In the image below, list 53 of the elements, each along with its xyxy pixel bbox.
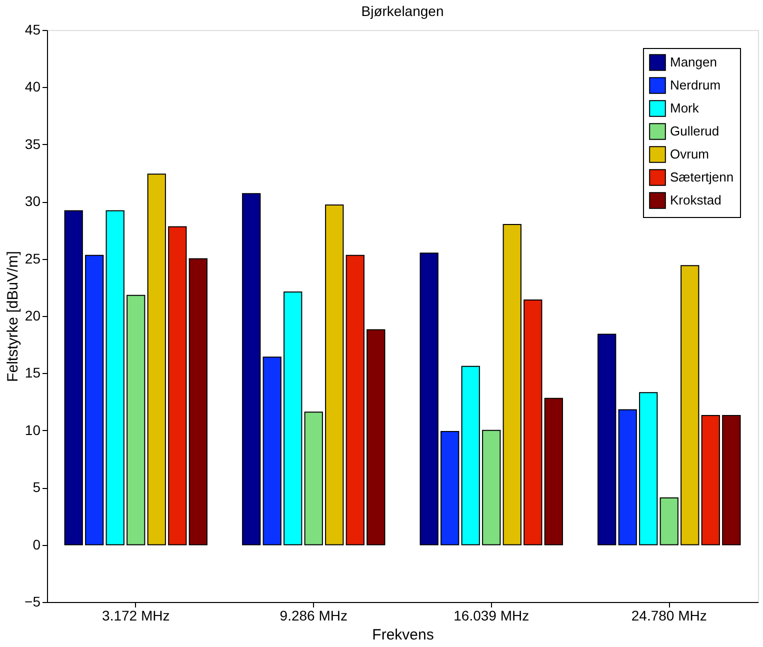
y-tick-label: 40 [24,78,41,95]
bar [106,210,124,546]
x-tick-label: 3.172 MHz [102,608,170,624]
y-tick-label: −5 [24,594,41,610]
bar [639,392,658,546]
bar [85,254,104,546]
y-tick-label: 45 [24,22,41,38]
legend-label: Nerdrum [670,78,721,92]
bar [502,224,522,546]
bar [440,431,460,546]
y-tick-label: 30 [24,193,41,210]
chart-title: Bjørkelangen [361,3,444,19]
bar [701,415,720,546]
bar [168,226,187,546]
x-axis-title: Frekvens [372,626,434,644]
legend-label: Sætertjenn [670,170,734,184]
bar [242,193,261,546]
bar [618,409,637,546]
bar [346,254,364,546]
bar [366,329,386,546]
y-tick-label: 0 [32,536,41,552]
bar [461,366,480,546]
bar [598,334,616,546]
y-axis-title: Feltstyrke [dBuV/m] [4,251,22,382]
legend-label: Ovrum [670,146,709,162]
x-tick-label: 24.780 MHz [631,608,707,624]
y-tick-label: 10 [24,422,41,438]
bar [188,258,208,546]
y-tick-label: 35 [24,136,41,152]
x-tick-label: 9.286 MHz [280,608,348,624]
bar [722,415,741,546]
bar [147,174,166,546]
bar [660,497,678,546]
x-tick-label: 16.039 MHz [454,608,530,624]
legend-label: Mangen [670,54,717,70]
bar [64,210,83,546]
bar [126,294,146,546]
bar [325,204,344,546]
bar [524,299,542,546]
bar [420,252,438,546]
bar [262,356,282,546]
bar [284,291,302,546]
legend-label: Gullerud [670,124,720,138]
y-tick-label: 20 [24,308,41,324]
legend-label: Krokstad [670,192,722,208]
bar [304,412,323,546]
legend-label: Mork [670,100,700,116]
bar [544,398,563,546]
bar [680,265,700,546]
y-tick-label: 5 [32,479,41,496]
y-tick-label: 15 [24,364,41,381]
y-tick-label: 25 [24,250,41,266]
bar [482,430,501,546]
